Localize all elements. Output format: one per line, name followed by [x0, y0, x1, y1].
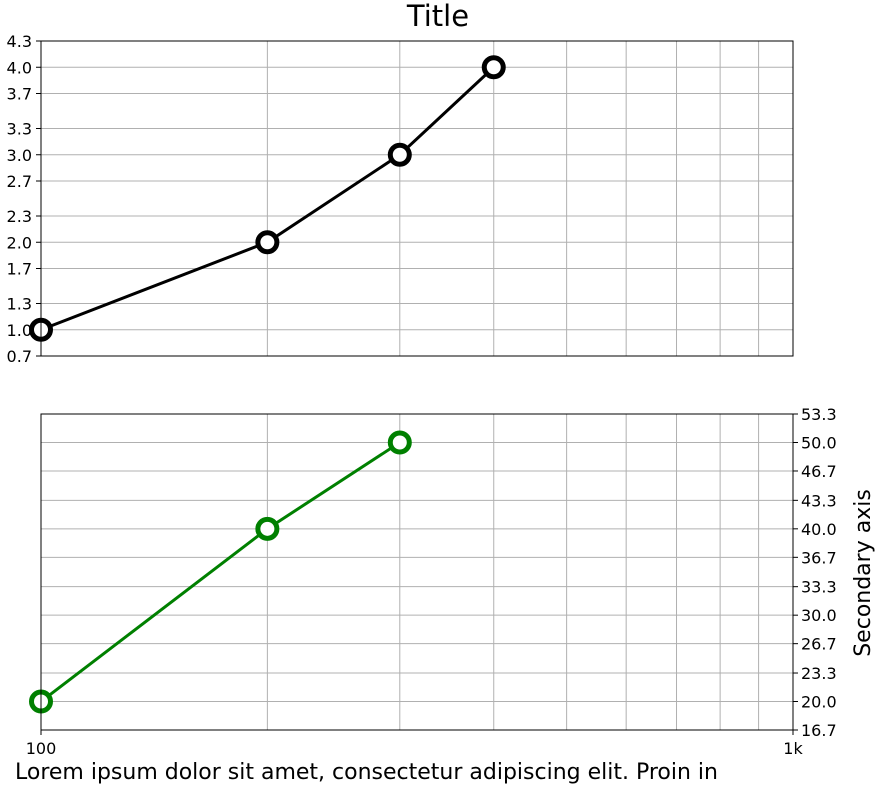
y-tick-label: 2.3 [7, 207, 32, 226]
y-tick-label: 1.3 [7, 295, 32, 314]
y-tick-label: 33.3 [801, 578, 837, 597]
x-tick-label: 1k [783, 739, 803, 758]
x-tick-label: 100 [26, 739, 57, 758]
data-point [255, 516, 280, 541]
bottom-y-ticks: 16.7 20.0 23.3 26.7 30.0 33.3 36.7 40.0 43.3 46.7… [793, 405, 837, 740]
data-point [481, 55, 506, 80]
top-y-ticks: 0.7 1.0 1.3 1.7 2.0 2.3 2.7 3.0 3.3 3.7 4.0 4.3 [7, 32, 41, 366]
y-tick-label: 0.7 [7, 347, 32, 366]
caption: Lorem ipsum dolor sit amet, consectetur … [15, 760, 718, 785]
y-tick-label: 36.7 [801, 548, 837, 567]
y-tick-label: 46.7 [801, 462, 837, 481]
y-tick-label: 2.7 [7, 172, 32, 191]
bottom-plot-frame [40, 413, 794, 731]
data-point [255, 230, 280, 255]
y-tick-label: 23.3 [801, 664, 837, 683]
y-tick-label: 1.7 [7, 260, 32, 279]
y-tick-label: 20.0 [801, 693, 837, 712]
top-plot: 0.7 1.0 1.3 1.7 2.0 2.3 2.7 3.0 3.3 3.7 4.0 4.3 [7, 32, 794, 366]
bottom-x-ticks: 100 1k [26, 730, 803, 758]
y-tick-label: 4.3 [7, 32, 32, 51]
data-point [387, 142, 412, 167]
y-tick-label: 1.0 [7, 321, 32, 340]
bottom-grid [41, 414, 793, 730]
chart-title: Title [406, 0, 469, 33]
y-tick-label: 4.0 [7, 58, 32, 77]
secondary-y-axis-label: Secondary axis [851, 489, 876, 657]
y-tick-label: 3.3 [7, 120, 32, 139]
y-tick-label: 2.0 [7, 233, 32, 252]
bottom-series [29, 430, 412, 714]
data-point [387, 430, 412, 455]
y-tick-label: 53.3 [801, 405, 837, 424]
bottom-plot: 16.7 20.0 23.3 26.7 30.0 33.3 36.7 40.0 43.3 46.7… [26, 405, 876, 758]
series-line [40, 441, 401, 703]
y-tick-label: 30.0 [801, 606, 837, 625]
y-tick-label: 50.0 [801, 433, 837, 452]
y-tick-label: 3.7 [7, 85, 32, 104]
y-tick-label: 43.3 [801, 491, 837, 510]
y-tick-label: 40.0 [801, 520, 837, 539]
top-grid [41, 41, 793, 356]
y-tick-label: 3.0 [7, 146, 32, 165]
y-tick-label: 26.7 [801, 635, 837, 654]
top-plot-frame [40, 40, 794, 357]
series-line [40, 66, 495, 332]
y-tick-label: 16.7 [801, 721, 837, 740]
